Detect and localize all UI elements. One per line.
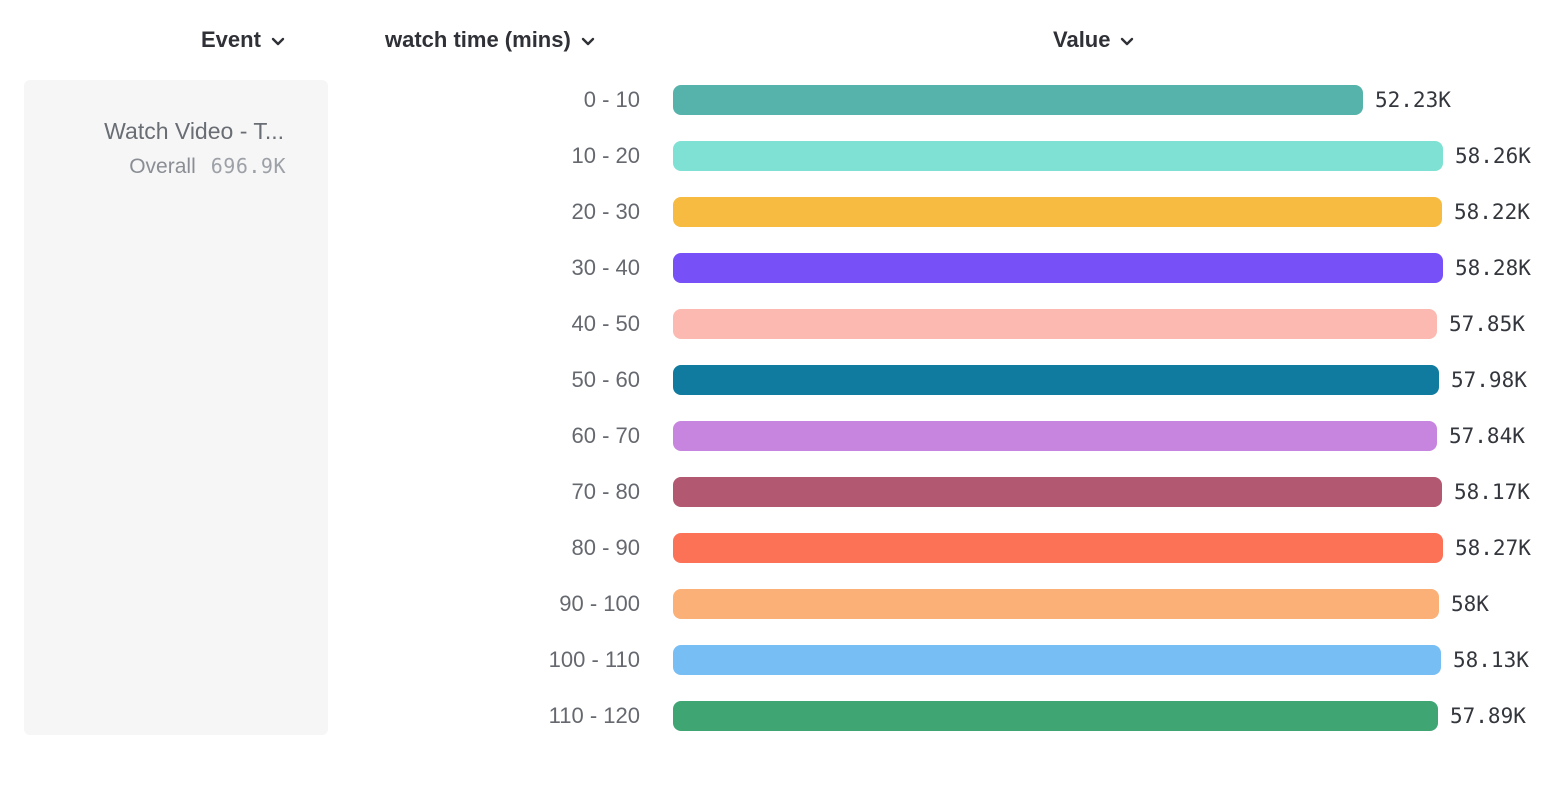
bar-row: 100 - 110 58.13K bbox=[0, 632, 1568, 688]
bar[interactable] bbox=[673, 85, 1363, 115]
bar-category-label: 10 - 20 bbox=[571, 143, 641, 168]
value-column-header[interactable]: Value bbox=[1053, 27, 1134, 53]
bar-value-label: 58.28K bbox=[1455, 256, 1531, 280]
bar-row: 90 - 100 58K bbox=[0, 576, 1568, 632]
overall-label: Overall bbox=[129, 155, 196, 178]
event-summary-card[interactable]: Watch Video - T... Overall 696.9K bbox=[24, 80, 328, 735]
bar-row: 70 - 80 58.17K bbox=[0, 464, 1568, 520]
bar-category-label: 70 - 80 bbox=[571, 479, 641, 504]
breakdown-column-header[interactable]: watch time (mins) bbox=[385, 27, 595, 53]
bar-category-label: 40 - 50 bbox=[571, 311, 641, 336]
bar-category-label: 60 - 70 bbox=[571, 423, 641, 448]
bar[interactable] bbox=[673, 533, 1443, 563]
bar-row: 10 - 20 58.26K bbox=[0, 128, 1568, 184]
bar-category-label: 20 - 30 bbox=[571, 199, 641, 224]
bar-value-label: 52.23K bbox=[1375, 88, 1451, 112]
bar-category-label: 110 - 120 bbox=[548, 703, 640, 728]
overall-row: Overall 696.9K bbox=[129, 154, 286, 179]
bar-value-label: 58.22K bbox=[1454, 200, 1530, 224]
bar-row: 110 - 120 57.89K bbox=[0, 688, 1568, 744]
value-column-label: Value bbox=[1053, 27, 1111, 52]
chevron-down-icon bbox=[581, 34, 595, 46]
bar-category-label: 100 - 110 bbox=[548, 647, 640, 672]
bar-value-label: 58.27K bbox=[1455, 536, 1531, 560]
bar-row: 0 - 10 52.23K bbox=[0, 72, 1568, 128]
bar-value-label: 57.85K bbox=[1449, 312, 1525, 336]
bar-category-label: 80 - 90 bbox=[571, 535, 641, 560]
bar[interactable] bbox=[673, 589, 1439, 619]
bar[interactable] bbox=[673, 365, 1439, 395]
bar-value-label: 58K bbox=[1451, 592, 1489, 616]
bar-row: 80 - 90 58.27K bbox=[0, 520, 1568, 576]
bar-value-label: 57.84K bbox=[1449, 424, 1525, 448]
bar-value-label: 57.98K bbox=[1451, 368, 1527, 392]
bar-row: 20 - 30 58.22K bbox=[0, 184, 1568, 240]
bar-value-label: 58.26K bbox=[1455, 144, 1531, 168]
overall-value: 696.9K bbox=[210, 154, 286, 178]
bar-row: 40 - 50 57.85K bbox=[0, 296, 1568, 352]
breakdown-column-label: watch time (mins) bbox=[385, 27, 571, 52]
bar-value-label: 57.89K bbox=[1450, 704, 1526, 728]
chevron-down-icon bbox=[1120, 34, 1134, 46]
bar[interactable] bbox=[673, 701, 1438, 731]
bar-value-label: 58.17K bbox=[1454, 480, 1530, 504]
event-name: Watch Video - T... bbox=[104, 118, 284, 144]
bar-category-label: 0 - 10 bbox=[583, 87, 640, 112]
chevron-down-icon bbox=[271, 34, 285, 46]
bar[interactable] bbox=[673, 309, 1437, 339]
bar[interactable] bbox=[673, 141, 1443, 171]
bar-category-label: 50 - 60 bbox=[571, 367, 641, 392]
event-column-label: Event bbox=[201, 27, 261, 52]
bar[interactable] bbox=[673, 197, 1442, 227]
bar-category-label: 30 - 40 bbox=[571, 255, 641, 280]
bar-row: 60 - 70 57.84K bbox=[0, 408, 1568, 464]
bar[interactable] bbox=[673, 421, 1437, 451]
bar[interactable] bbox=[673, 477, 1442, 507]
event-column-header[interactable]: Event bbox=[201, 27, 285, 53]
bar-row: 50 - 60 57.98K bbox=[0, 352, 1568, 408]
bar-row: 30 - 40 58.28K bbox=[0, 240, 1568, 296]
bar[interactable] bbox=[673, 645, 1441, 675]
bar-value-label: 58.13K bbox=[1453, 648, 1529, 672]
bar[interactable] bbox=[673, 253, 1443, 283]
bar-category-label: 90 - 100 bbox=[559, 591, 640, 616]
